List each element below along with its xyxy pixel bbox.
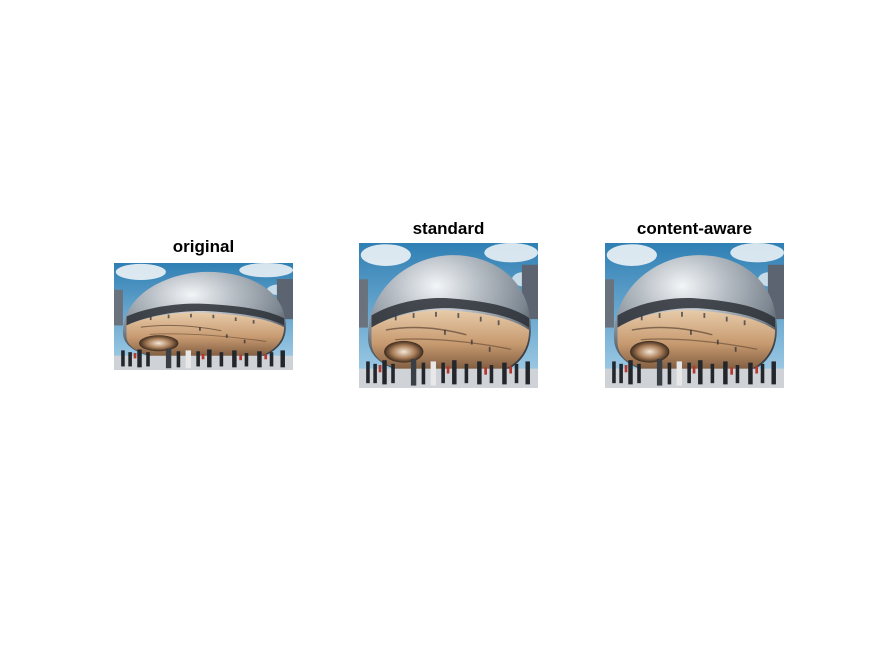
standard-resized-image [359, 243, 538, 388]
panel-title: standard [412, 219, 485, 238]
panel-original: original [114, 237, 293, 370]
original-image [114, 263, 293, 370]
panel-title: original [172, 237, 235, 256]
panel-standard: standard [359, 219, 538, 388]
panel-title: content-aware [636, 219, 753, 238]
content-aware-resized-image [605, 243, 784, 388]
panel-content-aware: content-aware [605, 219, 784, 388]
